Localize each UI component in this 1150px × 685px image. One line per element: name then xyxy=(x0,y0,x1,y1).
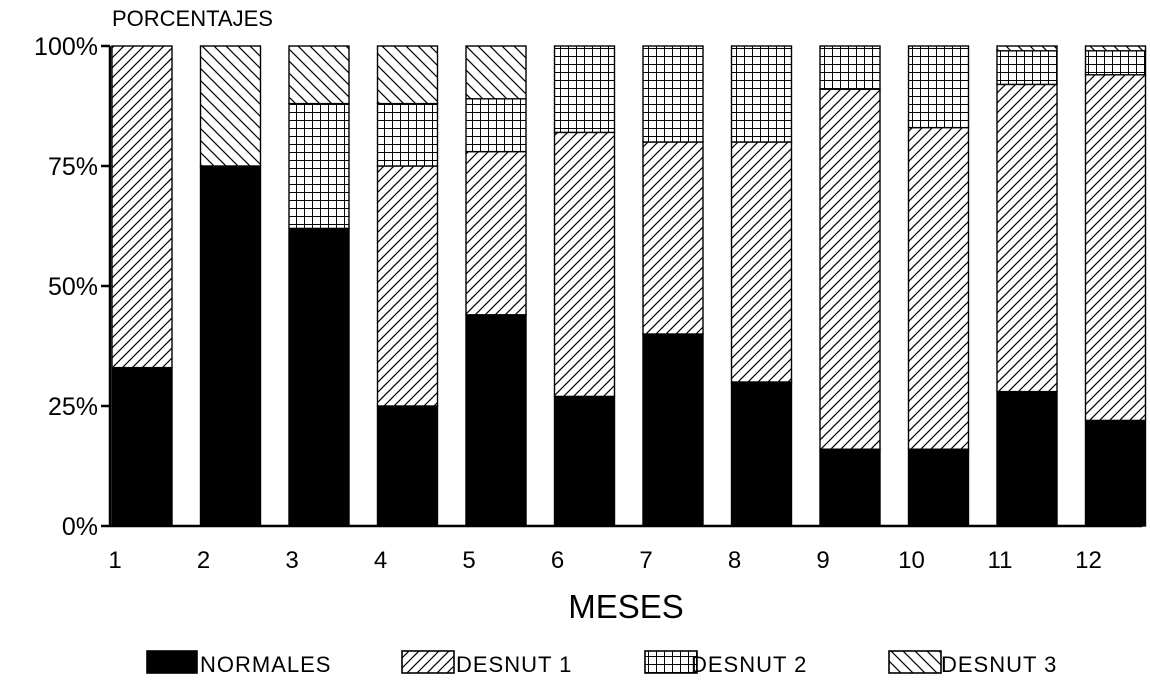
x-tick-label: 10 xyxy=(898,547,925,574)
x-tick-label: 2 xyxy=(197,547,210,574)
x-tick-label: 3 xyxy=(285,547,298,574)
x-tick-label: 11 xyxy=(988,547,1013,574)
y-axis-label: PORCENTAJES xyxy=(112,6,273,31)
bar-segment-normales-month-4 xyxy=(376,405,439,527)
bar-segment-desnut-3-month-4 xyxy=(376,45,439,105)
bar-segment-normales-month-1 xyxy=(111,366,173,527)
bar-segment-desnut-2-month-5 xyxy=(465,98,527,153)
legend-label-desnut-1: DESNUT 1 xyxy=(456,652,572,677)
x-tick-label: 6 xyxy=(551,547,564,574)
bars-group xyxy=(111,45,1147,527)
bar-segment-desnut-3-month-12 xyxy=(1084,45,1147,52)
bar-segment-desnut-3-month-3 xyxy=(288,45,350,105)
legend-label-desnut-2: DESNUT 2 xyxy=(691,652,807,677)
x-tick-label: 1 xyxy=(108,547,121,574)
bar-segment-normales-month-6 xyxy=(553,395,616,527)
bar-segment-normales-month-10 xyxy=(907,448,970,527)
bar-segment-normales-month-11 xyxy=(996,390,1058,527)
bar-segment-desnut-3-month-11 xyxy=(996,45,1058,52)
bar-segment-desnut-2-month-4 xyxy=(376,102,439,167)
bar-segment-desnut-2-month-12 xyxy=(1084,50,1147,76)
legend-swatch-desnut-2 xyxy=(644,650,698,674)
bar-segment-desnut-2-month-3 xyxy=(288,102,350,230)
bar-segment-desnut-2-month-6 xyxy=(553,45,616,134)
bar-segment-desnut-1-month-10 xyxy=(907,126,970,450)
y-ticks: 0% 25% 50% 75% 100% xyxy=(34,33,110,541)
x-tick-label: 7 xyxy=(639,547,652,574)
x-ticks: 1 2 3 4 5 6 7 8 9 10 11 12 xyxy=(108,547,1102,574)
bar-segment-desnut-1-month-1 xyxy=(111,45,173,369)
bar-segment-desnut-3-month-5 xyxy=(465,45,527,100)
bar-segment-desnut-2-month-10 xyxy=(907,45,970,129)
x-tick-label: 5 xyxy=(462,547,475,574)
bar-segment-desnut-1-month-11 xyxy=(996,83,1058,393)
legend: NORMALES DESNUT 1 DESNUT 2 DESNUT 3 xyxy=(146,650,1057,677)
x-tick-label: 12 xyxy=(1075,547,1102,574)
y-tick-label: 0% xyxy=(62,513,98,541)
bar-segment-desnut-1-month-5 xyxy=(465,150,527,316)
x-tick-label: 4 xyxy=(374,547,387,574)
x-tick-label: 9 xyxy=(816,547,829,574)
bar-segment-desnut-2-month-7 xyxy=(642,45,704,143)
bar-segment-desnut-1-month-4 xyxy=(376,165,439,407)
bar-segment-desnut-2-month-11 xyxy=(996,50,1058,86)
bar-segment-normales-month-2 xyxy=(199,165,262,527)
bar-segment-normales-month-9 xyxy=(819,448,881,527)
legend-label-normales: NORMALES xyxy=(200,652,331,677)
y-tick-label: 50% xyxy=(48,273,98,301)
bar-segment-desnut-1-month-8 xyxy=(730,141,793,383)
bar-segment-desnut-2-month-9 xyxy=(819,45,881,90)
bar-segment-normales-month-7 xyxy=(642,333,704,527)
legend-label-desnut-3: DESNUT 3 xyxy=(941,652,1057,677)
bar-segment-desnut-1-month-9 xyxy=(819,88,881,450)
bar-segment-desnut-3-month-2 xyxy=(199,45,262,167)
bar-segment-normales-month-3 xyxy=(288,227,350,527)
x-tick-label: 8 xyxy=(728,547,741,574)
legend-swatch-desnut-3 xyxy=(888,650,942,674)
y-tick-label: 100% xyxy=(34,33,98,61)
bar-segment-desnut-2-month-8 xyxy=(730,45,793,143)
y-tick-label: 75% xyxy=(48,153,98,181)
bar-segment-normales-month-8 xyxy=(730,381,793,527)
bar-segment-normales-month-12 xyxy=(1084,419,1147,527)
bar-segment-desnut-1-month-12 xyxy=(1084,74,1147,422)
bar-segment-desnut-1-month-6 xyxy=(553,131,616,398)
y-tick-label: 25% xyxy=(48,393,98,421)
legend-swatch-normales xyxy=(146,650,198,674)
bar-segment-desnut-1-month-7 xyxy=(642,141,704,335)
legend-swatch-desnut-1 xyxy=(401,650,455,674)
x-axis-label: MESES xyxy=(568,588,684,625)
bar-segment-normales-month-5 xyxy=(465,314,527,527)
